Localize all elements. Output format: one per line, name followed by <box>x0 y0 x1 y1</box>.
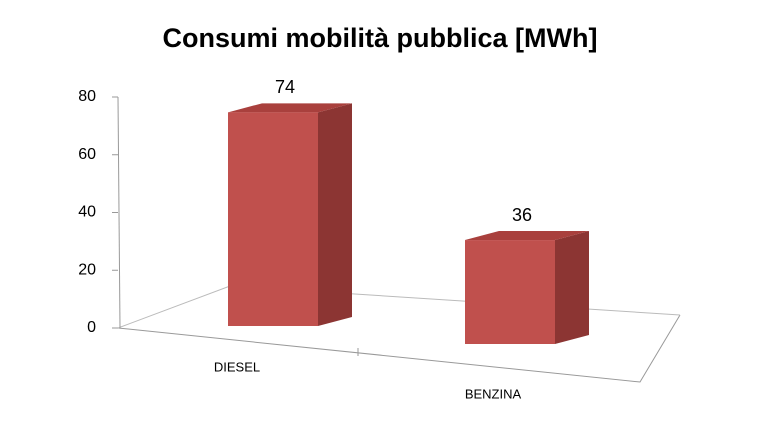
x-tick-label: BENZINA <box>465 386 522 401</box>
value-label: 74 <box>275 77 295 97</box>
y-tick-label: 80 <box>78 88 96 105</box>
bar <box>465 240 555 344</box>
y-tick-label: 60 <box>78 146 96 163</box>
bar <box>228 112 318 326</box>
bar-top <box>228 103 352 113</box>
bar-top <box>465 231 589 241</box>
chart-title: Consumi mobilità pubblica [MWh] <box>163 23 598 53</box>
floor-edge <box>117 314 681 383</box>
y-tick-label: 40 <box>78 204 96 221</box>
value-label: 36 <box>512 205 532 225</box>
x-tick-label: DIESEL <box>214 359 260 374</box>
bar-side <box>318 103 352 326</box>
y-tick-label: 0 <box>87 319 96 336</box>
y-tick-label: 20 <box>78 261 96 278</box>
y-axis <box>117 96 121 329</box>
bar-side <box>555 231 589 344</box>
floor-back-edge <box>117 285 681 329</box>
